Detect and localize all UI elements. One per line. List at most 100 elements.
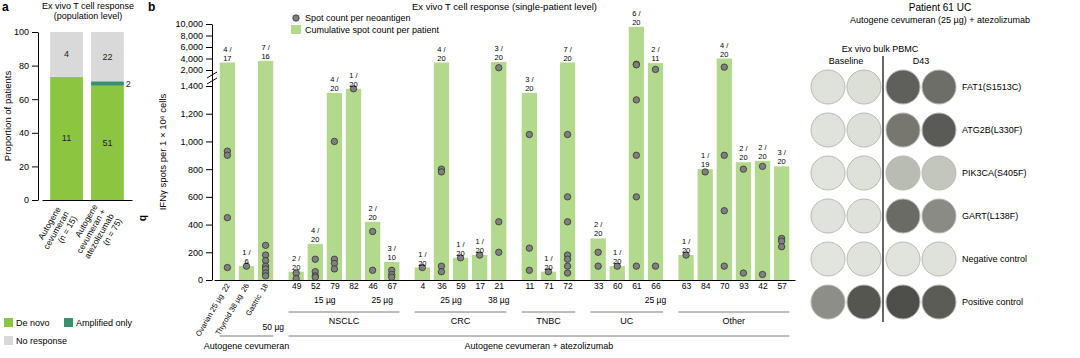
row-label: ATG2B(L330F) <box>962 125 1022 135</box>
well <box>847 156 881 190</box>
y-tick: 40 <box>19 128 38 138</box>
data-label: 51 <box>102 138 112 148</box>
y-tick-mark <box>206 24 212 25</box>
column-label: Baseline <box>829 56 864 66</box>
x-tick-label: 36 <box>437 281 447 291</box>
y-tick: 6,000 <box>180 42 212 52</box>
treatment-label: Autogene cevumeran + atezolizumab <box>464 341 613 351</box>
group-bracket <box>678 312 789 313</box>
x-tick-label: 11 <box>525 281 534 291</box>
x-tick: 59 <box>456 281 466 291</box>
point <box>526 267 532 273</box>
response-labels: 4 /171 /67 /162 /204 /204 /201 /202 /203… <box>223 9 786 272</box>
well <box>847 113 881 147</box>
panel-header: Ex vivo bulk PBMC <box>842 44 919 54</box>
x-tick: 93 <box>739 281 749 291</box>
point <box>564 256 570 262</box>
response-label: 1 / <box>349 71 358 80</box>
x-tick: Autogenecevumeran(n = 15) <box>33 205 79 256</box>
point <box>759 163 765 169</box>
bars <box>50 32 124 200</box>
response-label: 3 / <box>388 244 397 253</box>
well <box>847 70 881 104</box>
y-axis-title: IFNγ spots per 1 × 10⁶ cells <box>157 93 168 210</box>
x-tick: 22 <box>220 282 232 294</box>
y-tick: 1,200 <box>180 109 212 119</box>
cancer-type-label: TNBC <box>536 316 561 326</box>
point <box>262 242 268 248</box>
group-labels: Ovarian 25 µgThyroid 38 µgGastricNSCLCCR… <box>194 292 789 351</box>
x-axis: 2226184952798246674365917211171723360616… <box>215 281 796 294</box>
point <box>740 270 746 276</box>
data-label: 4 <box>64 49 69 59</box>
point <box>633 194 639 200</box>
x-tick-label: 21 <box>495 281 505 291</box>
y-tick-label: 0 <box>198 275 203 285</box>
x-tick-label: 4 <box>420 281 425 291</box>
point <box>633 97 639 103</box>
point <box>331 138 337 144</box>
point <box>369 267 375 273</box>
legend: De novoAmplified onlyNo response <box>4 318 133 346</box>
well <box>811 156 845 190</box>
y-tick-mark <box>32 133 38 134</box>
well <box>886 70 920 104</box>
response-label: 11 <box>652 54 660 63</box>
point <box>496 219 502 225</box>
response-label: 1 / <box>418 250 427 259</box>
point <box>224 152 230 158</box>
dose-label: 38 µg <box>488 295 510 305</box>
well <box>847 285 881 319</box>
y-tick-label: 400 <box>188 220 203 230</box>
point <box>369 228 375 234</box>
title: Ex vivo T cell response <box>42 1 134 11</box>
well <box>847 199 881 233</box>
y-tick-mark <box>206 70 212 71</box>
response-label: 4 / <box>311 226 320 235</box>
dose-label: 50 µg <box>263 322 285 332</box>
x-tick: 71 <box>544 281 554 291</box>
bar <box>774 166 789 280</box>
bar <box>560 63 575 280</box>
well <box>811 199 845 233</box>
group-bracket <box>415 312 507 313</box>
bar <box>258 61 273 280</box>
x-tick: 57 <box>777 281 787 291</box>
group-bracket <box>591 312 664 313</box>
response-label: 20 <box>777 157 785 166</box>
response-label: 20 <box>311 235 319 244</box>
response-label: 20 <box>739 153 747 162</box>
bar <box>629 27 644 280</box>
legend-label: De novo <box>16 318 50 328</box>
legend-label: No response <box>16 336 67 346</box>
response-label: 20 <box>292 263 300 272</box>
y-tick-label: 8,000 <box>180 31 203 41</box>
point <box>633 263 639 269</box>
point <box>564 263 570 269</box>
point <box>759 271 765 277</box>
annotation: b <box>138 215 149 221</box>
y-tick-label: 20 <box>19 162 29 172</box>
group-bracket <box>522 312 576 313</box>
bars <box>220 27 790 280</box>
cancer-type-label: CRC <box>451 316 471 326</box>
point <box>496 65 502 71</box>
point <box>702 169 708 175</box>
point <box>595 249 601 255</box>
bar <box>434 63 449 280</box>
image-panel: Patient 61 UCAutogene cevumeran (25 µg) … <box>811 2 1030 322</box>
well <box>886 199 920 233</box>
y-tick-mark <box>206 197 212 198</box>
response-label: 20 <box>613 257 621 266</box>
cancer-type-label: Gastric <box>244 292 264 317</box>
x-tick-line: (n = 75) <box>100 216 124 247</box>
y-axis: 02004006008001,0001,2001,4002,0004,0006,… <box>175 19 212 285</box>
point <box>564 194 570 200</box>
y-tick-mark <box>32 32 38 33</box>
response-label: 1 / <box>456 240 465 249</box>
y-tick-mark <box>206 280 212 281</box>
response-label: 10 <box>388 253 396 262</box>
y-tick: 60 <box>19 95 38 105</box>
response-label: 2 / <box>368 204 377 213</box>
y-tick-label: 2,000 <box>180 65 203 75</box>
